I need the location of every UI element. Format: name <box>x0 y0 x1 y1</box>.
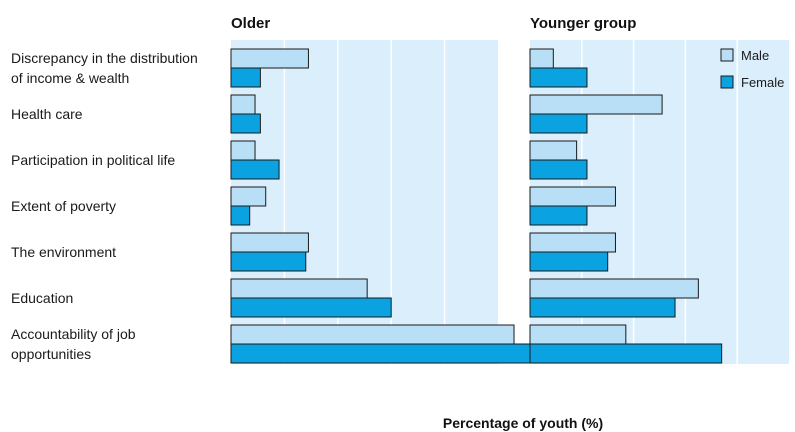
bar-female <box>529 159 588 180</box>
legend-swatch-female <box>720 75 734 89</box>
bar-female <box>529 343 723 364</box>
panel-title: Younger group <box>530 15 636 32</box>
category-label: Health care <box>11 106 83 122</box>
bar-female <box>529 205 588 226</box>
category-label: Accountability of job opportunities <box>11 326 136 362</box>
legend-label-female: Female <box>741 75 784 90</box>
category-label: Education <box>11 290 73 306</box>
bar-male <box>230 48 309 69</box>
bar-female <box>230 113 261 134</box>
panel-0: Older <box>230 15 534 364</box>
bar-female <box>529 297 676 318</box>
category-labels: Discrepancy in the distribution of income… <box>11 50 198 362</box>
category-label: The environment <box>11 244 116 260</box>
bar-male <box>230 94 256 115</box>
bar-male <box>529 186 616 207</box>
legend-swatch-male <box>720 48 734 62</box>
bar-female <box>529 113 588 134</box>
bar-female <box>230 159 280 180</box>
legend-label-male: Male <box>741 48 769 63</box>
bar-male <box>529 48 554 69</box>
bar-female <box>230 205 251 226</box>
chart-panels: Older Younger group <box>230 15 789 364</box>
bar-female <box>230 251 307 272</box>
bar-male <box>230 140 256 161</box>
legend: Male Female <box>720 48 784 90</box>
category-label: Participation in political life <box>11 152 175 168</box>
bar-male <box>529 278 699 299</box>
panel-1: Younger group <box>529 15 789 364</box>
category-label: Discrepancy in the distribution of income… <box>11 50 198 86</box>
bar-male <box>230 324 515 345</box>
bar-female <box>529 251 609 272</box>
category-label: Extent of poverty <box>11 198 116 214</box>
bar-male <box>529 324 627 345</box>
bar-male <box>529 232 616 253</box>
bar-female <box>230 67 261 88</box>
bar-male <box>529 140 578 161</box>
bar-female <box>230 297 392 318</box>
bar-male <box>230 278 368 299</box>
x-axis-label: Percentage of youth (%) <box>443 415 603 431</box>
bar-female <box>230 343 534 364</box>
panel-title: Older <box>231 15 270 32</box>
bar-male <box>529 94 663 115</box>
bar-male <box>230 186 267 207</box>
bar-male <box>230 232 309 253</box>
bar-female <box>529 67 588 88</box>
